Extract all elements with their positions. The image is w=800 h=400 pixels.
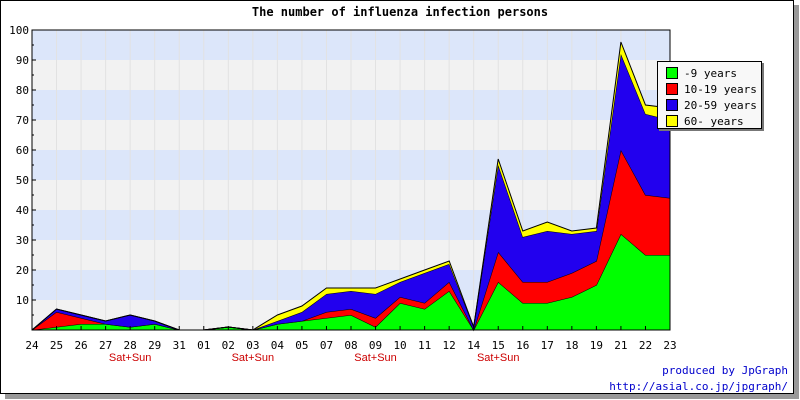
legend-label-3: 60- years [684, 114, 744, 128]
credit-link[interactable]: http://asial.co.jp/jpgraph/ [609, 380, 788, 393]
y-tick-label: 80 [16, 84, 29, 97]
x-tick-label: 11 [418, 339, 431, 352]
y-tick-label: 70 [16, 114, 29, 127]
credit-producer: produced by JpGraph [662, 364, 788, 377]
x-tick-label: 26 [74, 339, 87, 352]
legend-item: 20-59 years [666, 98, 757, 112]
x-tick-label: 12 [443, 339, 456, 352]
y-tick-label: 10 [16, 294, 29, 307]
x-tick-label: 22 [639, 339, 652, 352]
x-tick-label: 23 [663, 339, 676, 352]
x-tick-label: 14 [467, 339, 481, 352]
weekend-label: Sat+Sun [354, 352, 397, 364]
x-tick-label: 18 [565, 339, 578, 352]
legend-swatch-3 [666, 115, 678, 127]
weekend-label: Sat+Sun [477, 352, 520, 364]
x-tick-label: 15 [492, 339, 505, 352]
legend-item: -9 years [666, 66, 737, 80]
x-tick-label: 03 [246, 339, 259, 352]
area-series-1 [32, 150, 670, 330]
x-tick-label: 25 [50, 339, 63, 352]
legend-swatch-0 [666, 67, 678, 79]
legend-item: 60- years [666, 114, 744, 128]
weekend-label: Sat+Sun [232, 352, 275, 364]
area-series-0 [32, 234, 670, 330]
legend-label-1: 10-19 years [684, 82, 757, 96]
y-tick-label: 60 [16, 144, 29, 157]
x-tick-label: 27 [99, 339, 112, 352]
legend-label-2: 20-59 years [684, 98, 757, 112]
y-tick-label: 20 [16, 264, 29, 277]
x-tick-label: 08 [344, 339, 357, 352]
legend-swatch-1 [666, 83, 678, 95]
area-series-2 [32, 54, 670, 330]
x-tick-label: 29 [148, 339, 161, 352]
y-tick-label: 40 [16, 204, 29, 217]
x-tick-label: 04 [271, 339, 285, 352]
legend-label-0: -9 years [684, 66, 737, 80]
y-tick-label: 50 [16, 174, 29, 187]
legend-swatch-2 [666, 99, 678, 111]
y-tick-label: 100 [9, 24, 29, 37]
area-outline-3 [31, 41, 671, 331]
chart-title: The number of influenza infection person… [251, 5, 549, 19]
x-tick-label: 19 [590, 339, 603, 352]
x-tick-label: 10 [393, 339, 406, 352]
x-tick-label: 16 [516, 339, 529, 352]
x-tick-label: 09 [369, 339, 382, 352]
x-tick-label: 07 [320, 339, 333, 352]
weekend-label: Sat+Sun [109, 352, 152, 364]
x-tick-label: 24 [25, 339, 39, 352]
y-tick-label: 90 [16, 54, 29, 67]
x-tick-label: 01 [197, 339, 210, 352]
y-tick-label: 30 [16, 234, 29, 247]
x-tick-label: 17 [541, 339, 554, 352]
x-tick-label: 31 [173, 339, 186, 352]
legend: -9 years 10-19 years 20-59 years 60- yea… [657, 61, 762, 129]
x-tick-label: 28 [124, 339, 137, 352]
legend-item: 10-19 years [666, 82, 757, 96]
x-tick-label: 21 [614, 339, 627, 352]
x-tick-label: 02 [222, 339, 235, 352]
x-tick-label: 05 [295, 339, 308, 352]
